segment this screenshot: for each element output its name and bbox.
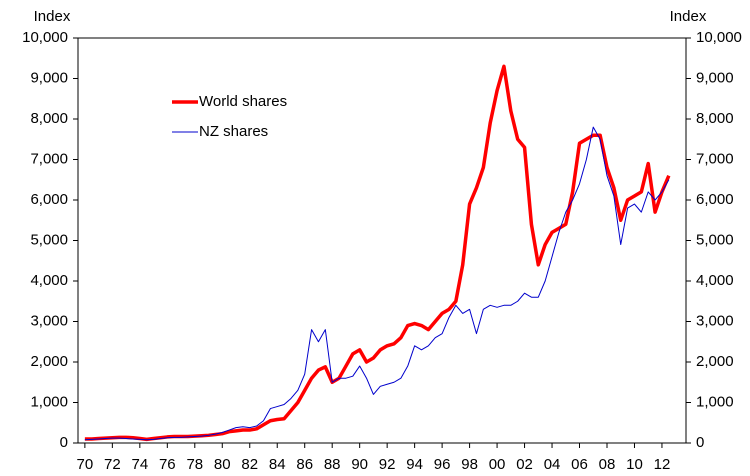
x-tick-label: 90	[351, 456, 368, 473]
x-tick-label: 76	[159, 456, 176, 473]
y-tick-label: 8,000	[30, 110, 68, 127]
y-tick-label: 0	[60, 434, 68, 451]
y-tick-label: 10,000	[22, 29, 68, 46]
y-tick-label: 5,000	[30, 231, 68, 248]
x-tick-label: 12	[654, 456, 671, 473]
x-tick-label: 94	[406, 456, 423, 473]
y-tick-label: 1,000	[30, 393, 68, 410]
y-tick-label: 4,000	[30, 272, 68, 289]
y2-tick-label: 8,000	[696, 110, 734, 127]
x-tick-label: 04	[544, 456, 561, 473]
y2-tick-label: 2,000	[696, 353, 734, 370]
y-tick-label: 3,000	[30, 312, 68, 329]
y2-tick-label: 4,000	[696, 272, 734, 289]
x-tick-label: 82	[241, 456, 258, 473]
x-tick-label: 70	[77, 456, 94, 473]
x-tick-label: 86	[296, 456, 313, 473]
y2-tick-label: 6,000	[696, 191, 734, 208]
x-tick-label: 00	[489, 456, 506, 473]
series-line	[84, 64, 671, 442]
y-axis-label: Index	[34, 8, 71, 25]
x-tick-label: 02	[516, 456, 533, 473]
x-tick-label: 88	[324, 456, 341, 473]
y-tick-label: 7,000	[30, 150, 68, 167]
y2-tick-label: 3,000	[696, 312, 734, 329]
y2-tick-label: 10,000	[696, 29, 742, 46]
x-tick-label: 74	[131, 456, 148, 473]
y-tick-label: 6,000	[30, 191, 68, 208]
x-tick-label: 92	[379, 456, 396, 473]
x-tick-label: 06	[571, 456, 588, 473]
y2-tick-label: 0	[696, 434, 704, 451]
y2-tick-label: 1,000	[696, 393, 734, 410]
x-tick-label: 10	[626, 456, 643, 473]
y2-axis-label: Index	[670, 8, 707, 25]
x-tick-label: 98	[461, 456, 478, 473]
x-tick-label: 78	[186, 456, 203, 473]
x-tick-label: 84	[269, 456, 286, 473]
y2-tick-label: 9,000	[696, 69, 734, 86]
legend-label: NZ shares	[199, 123, 268, 140]
y2-tick-label: 5,000	[696, 231, 734, 248]
x-tick-label: 96	[434, 456, 451, 473]
x-tick-label: 72	[104, 456, 121, 473]
legend-label: World shares	[199, 93, 287, 110]
x-tick-label: 08	[599, 456, 616, 473]
plot-frame	[77, 37, 687, 444]
x-tick-label: 80	[214, 456, 231, 473]
series-line	[84, 126, 670, 441]
y-tick-label: 9,000	[30, 69, 68, 86]
y2-tick-label: 7,000	[696, 150, 734, 167]
y-tick-label: 2,000	[30, 353, 68, 370]
